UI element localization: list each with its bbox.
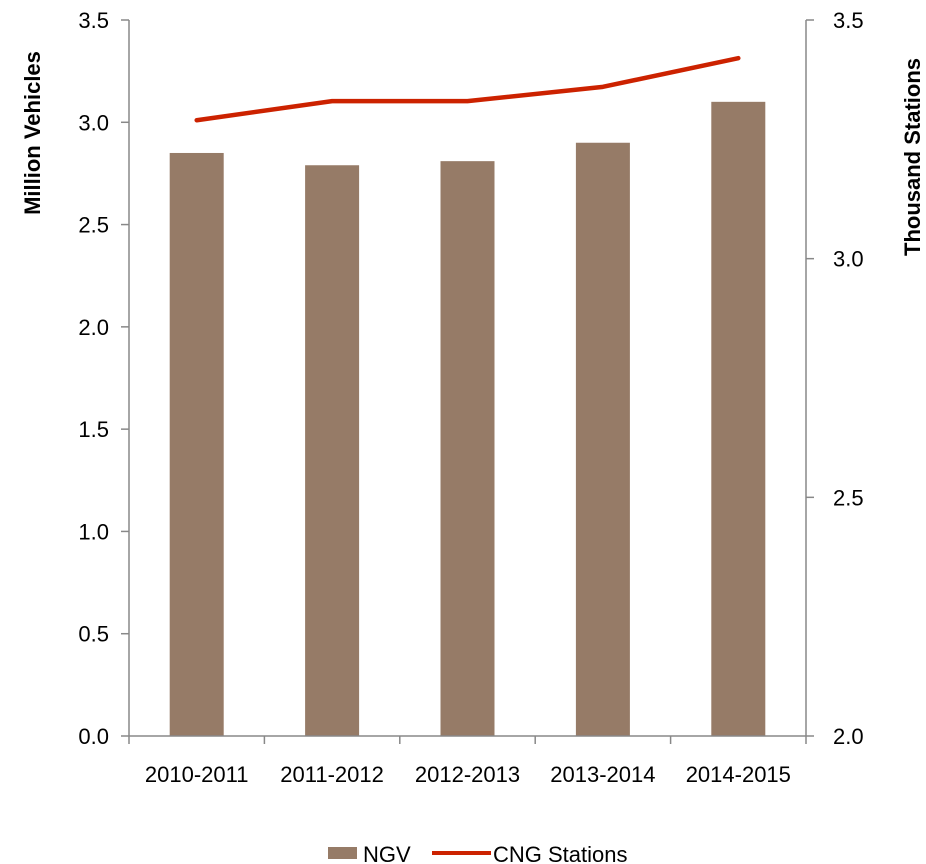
bar-ngv-2010-2011	[169, 152, 224, 736]
y-tick-label: 2.5	[78, 213, 109, 238]
y2-tick-label: 2.5	[833, 485, 864, 510]
y-tick-label: 3.5	[78, 8, 109, 33]
y2-tick-label: 3.0	[833, 247, 864, 272]
bar-ngv-2014-2015	[711, 101, 766, 737]
axes-layer	[121, 19, 814, 744]
legend-cng-label: CNG Stations	[493, 842, 628, 864]
x-tick-label: 2014-2015	[686, 762, 791, 787]
x-tick-label: 2010-2011	[145, 762, 249, 787]
x-tick-label: 2012-2013	[415, 762, 520, 787]
bar-ngv-2012-2013	[440, 161, 495, 736]
bars-layer	[169, 101, 766, 737]
y2-tick-label: 2.0	[833, 724, 864, 749]
legend-ngv-swatch	[328, 847, 357, 859]
ticks-layer: 0.0 0.5 1.0 1.5 2.0 2.5 3.0 3.5 2.0 2.5 3.0 3.5 2010…	[78, 8, 863, 787]
y-axis-title: Million Vehicles	[20, 51, 45, 215]
y-tick-label: 0.0	[78, 724, 109, 749]
y-tick-label: 1.5	[78, 417, 109, 442]
x-tick-label: 2013-2014	[550, 762, 655, 787]
bar-ngv-2011-2012	[305, 165, 360, 736]
y-tick-label: 1.0	[78, 519, 109, 544]
x-tick-label: 2011-2012	[280, 762, 384, 787]
y2-axis-title: Thousand Stations	[900, 58, 925, 256]
y-tick-label: 3.0	[78, 110, 109, 135]
legend: NGV CNG Stations	[328, 842, 628, 864]
line-layer	[194, 55, 741, 123]
y-tick-label: 2.0	[78, 315, 109, 340]
y-tick-label: 0.5	[78, 622, 109, 647]
bar-ngv-2013-2014	[575, 142, 630, 736]
legend-ngv-label: NGV	[363, 842, 411, 864]
y2-tick-label: 3.5	[833, 8, 864, 33]
line-cng-stations	[194, 55, 741, 123]
